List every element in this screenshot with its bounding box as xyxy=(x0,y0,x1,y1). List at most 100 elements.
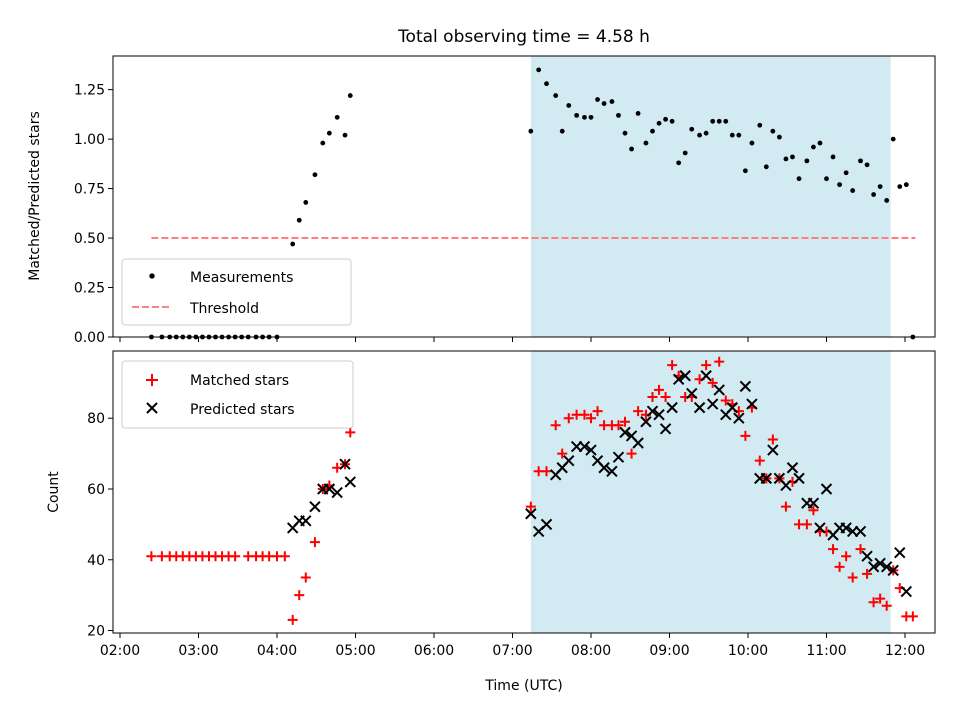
predicted-stars-point xyxy=(686,387,698,400)
measurement-point xyxy=(749,140,755,146)
measurement-point xyxy=(559,128,565,134)
predicted-stars-point xyxy=(767,444,779,456)
measurement-point xyxy=(817,140,823,146)
measurement-point xyxy=(877,184,883,190)
predicted-stars-point xyxy=(739,380,752,393)
top-ytick-label: 0.75 xyxy=(74,182,105,198)
bottom-axes-frame xyxy=(112,350,936,634)
predicted-stars-point xyxy=(706,398,719,410)
top-ytick-label: 0.25 xyxy=(74,281,105,297)
predicted-stars-point xyxy=(679,370,691,382)
legend-matched-marker xyxy=(146,374,158,386)
measurement-point xyxy=(588,114,594,120)
predicted-stars-point xyxy=(793,472,805,485)
matched-stars-point xyxy=(875,593,886,604)
measurement-point xyxy=(897,184,903,190)
predicted-stars-point xyxy=(344,476,356,488)
measurement-point xyxy=(871,192,876,197)
matched-stars-point xyxy=(862,568,873,579)
matched-stars-point xyxy=(550,420,561,431)
measurement-point xyxy=(890,136,896,142)
measurement-point xyxy=(884,198,890,203)
predicted-stars-point xyxy=(726,401,739,414)
predicted-stars-point xyxy=(585,444,597,456)
bottom-ytick-label: 80 xyxy=(87,411,105,427)
top-shaded-region xyxy=(530,56,891,337)
measurement-point xyxy=(729,132,735,138)
measurement-point xyxy=(903,182,909,188)
measurement-point xyxy=(804,158,810,164)
predicted-stars-point xyxy=(619,426,631,439)
measurement-point xyxy=(837,182,842,188)
bottom-ytick-label: 40 xyxy=(87,553,105,569)
predicted-stars-point xyxy=(653,408,665,421)
predicted-stars-point xyxy=(300,515,312,527)
bottom-xtick-label: 09:00 xyxy=(649,643,689,659)
predicted-stars-point xyxy=(540,518,553,531)
measurement-point xyxy=(757,122,763,128)
predicted-stars-point xyxy=(700,370,712,382)
predicted-stars-point xyxy=(606,465,618,478)
measurement-point xyxy=(736,132,742,138)
bottom-xtick-label: 05:00 xyxy=(335,643,375,659)
measurement-point xyxy=(536,67,542,73)
predicted-stars-point xyxy=(693,401,706,414)
predicted-stars-point xyxy=(820,483,833,495)
matched-stars-point xyxy=(613,420,624,431)
matched-stars-point xyxy=(626,448,637,459)
top-ytick-label: 0.50 xyxy=(74,231,105,247)
legend-measurements-marker xyxy=(149,273,155,279)
bottom-legend-box xyxy=(121,360,354,429)
matched-stars-point xyxy=(801,519,812,530)
predicted-stars-point xyxy=(713,384,725,396)
measurement-point xyxy=(296,217,302,223)
bottom-xtick-label: 07:00 xyxy=(492,643,532,659)
matched-stars-point xyxy=(834,561,845,572)
matched-stars-point xyxy=(841,551,852,562)
measurement-point xyxy=(528,128,534,134)
measurement-point xyxy=(763,164,769,170)
matched-stars-point xyxy=(345,427,356,438)
top-y-ticks: 0.00 0.25 0.50 0.75 1.00 1.25 xyxy=(74,83,113,346)
predicted-stars-point xyxy=(309,500,321,513)
measurement-point xyxy=(650,128,655,134)
predicted-stars-point xyxy=(659,423,672,435)
measurement-point xyxy=(710,118,716,124)
measurement-point xyxy=(830,154,836,160)
predicted-stars-point xyxy=(894,546,906,559)
bottom-xtick-label: 12:00 xyxy=(885,643,925,659)
measurement-point xyxy=(777,134,782,140)
measurement-point xyxy=(566,103,572,108)
matched-stars-point xyxy=(660,391,671,402)
top-ytick-label: 0.00 xyxy=(74,330,105,346)
matched-stars-point xyxy=(579,409,590,420)
matched-stars-point xyxy=(647,391,658,402)
bottom-ylabel: Count xyxy=(46,471,62,513)
bottom-ytick-label: 60 xyxy=(87,482,105,498)
measurement-point xyxy=(574,112,580,118)
measurement-point xyxy=(742,168,748,174)
measurement-point xyxy=(656,120,662,126)
measurement-point xyxy=(347,93,353,98)
predicted-stars-point xyxy=(880,561,893,573)
matched-stars-point xyxy=(633,406,644,417)
predicted-stars-point xyxy=(746,398,758,410)
matched-stars-point xyxy=(667,360,678,371)
top-legend-box xyxy=(121,258,352,326)
matched-stars-point xyxy=(720,395,731,406)
measurement-point xyxy=(682,150,688,156)
top-legend: Measurements Threshold xyxy=(121,258,352,326)
measurement-point xyxy=(303,200,309,205)
legend-threshold-label: Threshold xyxy=(189,301,259,317)
predicted-stars-point xyxy=(733,412,745,424)
measurement-point xyxy=(824,176,829,182)
measurement-point xyxy=(811,144,816,150)
matched-stars-point xyxy=(294,590,305,601)
matched-stars-point xyxy=(563,413,574,424)
measurement-point xyxy=(669,118,675,124)
measurement-point xyxy=(290,241,296,247)
measurement-point xyxy=(595,97,600,102)
matched-stars-point xyxy=(541,466,552,477)
measurement-point xyxy=(703,130,709,136)
bottom-plot-marks xyxy=(146,356,918,625)
